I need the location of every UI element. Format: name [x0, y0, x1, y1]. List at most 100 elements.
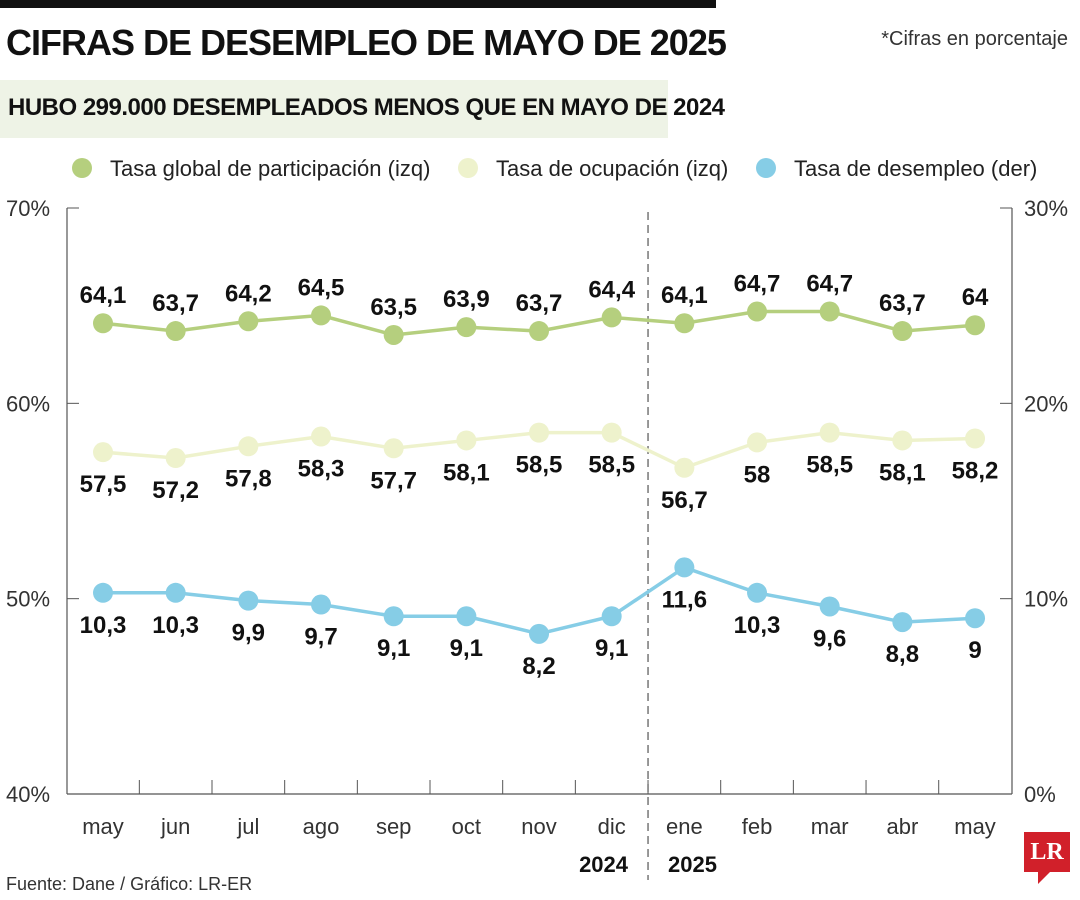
data-label: 58,2 — [952, 457, 999, 484]
x-tick-label: ene — [666, 814, 703, 839]
data-label: 8,2 — [522, 653, 555, 680]
data-label: 64,5 — [298, 274, 345, 301]
data-label: 9 — [968, 637, 981, 664]
legend-label: Tasa de desempleo (der) — [794, 156, 1037, 181]
units-note: *Cifras en porcentaje — [881, 28, 1068, 50]
data-label: 64,4 — [588, 276, 635, 303]
data-point — [965, 608, 986, 629]
data-point — [383, 438, 404, 459]
legend-marker — [458, 158, 478, 178]
x-tick-label: feb — [742, 814, 773, 839]
data-point — [93, 442, 113, 463]
data-label: 9,7 — [304, 624, 337, 651]
data-label: 58 — [744, 461, 771, 488]
left-tick-label: 70% — [6, 196, 50, 221]
data-label: 64,7 — [806, 271, 853, 298]
data-label: 10,3 — [152, 612, 199, 639]
data-label: 11,6 — [662, 586, 707, 613]
data-point — [456, 606, 477, 627]
data-point — [456, 430, 477, 451]
data-label: 64,7 — [734, 271, 781, 298]
data-point — [819, 301, 840, 322]
data-point — [674, 557, 695, 578]
x-tick-label: jun — [160, 814, 190, 839]
data-point — [529, 422, 550, 443]
data-point — [165, 582, 186, 603]
data-label: 63,5 — [370, 294, 417, 321]
subtitle-box — [0, 80, 668, 138]
data-label: 9,6 — [813, 625, 846, 652]
data-point — [383, 324, 404, 345]
data-label: 57,8 — [225, 465, 272, 492]
legend-marker — [756, 158, 776, 178]
data-point — [456, 317, 477, 338]
data-point — [747, 582, 768, 603]
data-label: 64,2 — [225, 280, 272, 307]
data-point — [892, 612, 913, 633]
data-label: 58,1 — [443, 459, 490, 486]
data-point — [674, 313, 695, 334]
data-point — [93, 313, 113, 334]
data-label: 58,1 — [879, 459, 926, 486]
data-label: 8,8 — [886, 641, 919, 668]
data-point — [93, 582, 113, 603]
data-label: 64,1 — [80, 282, 127, 309]
data-point — [529, 623, 550, 644]
data-label: 64,1 — [661, 282, 708, 309]
x-tick-label: oct — [452, 814, 481, 839]
right-tick-label: 30% — [1024, 196, 1068, 221]
data-label: 63,7 — [152, 290, 199, 317]
legend-marker — [72, 158, 92, 178]
data-label: 10,3 — [734, 612, 781, 639]
right-tick-label: 0% — [1024, 782, 1056, 807]
data-point — [965, 428, 986, 449]
x-tick-label: may — [954, 814, 996, 839]
lr-logo: LR — [1024, 832, 1070, 884]
data-point — [674, 457, 695, 478]
data-label: 63,9 — [443, 286, 490, 313]
right-tick-label: 10% — [1024, 587, 1068, 612]
data-point — [311, 594, 332, 615]
data-point — [311, 305, 332, 326]
data-label: 63,7 — [879, 290, 926, 317]
data-point — [601, 606, 622, 627]
data-point — [819, 422, 840, 443]
chart-title: CIFRAS DE DESEMPLEO DE MAYO DE 2025 — [6, 22, 727, 63]
x-tick-label: ago — [303, 814, 340, 839]
data-label: 10,3 — [80, 612, 127, 639]
data-label: 58,5 — [588, 452, 635, 479]
data-point — [238, 590, 259, 611]
left-tick-label: 60% — [6, 391, 50, 416]
x-tick-label: mar — [811, 814, 849, 839]
legend-label: Tasa de ocupación (izq) — [496, 156, 728, 181]
data-point — [601, 422, 622, 443]
data-label: 9,1 — [595, 635, 628, 662]
x-tick-label: sep — [376, 814, 411, 839]
data-point — [238, 436, 259, 457]
left-tick-label: 40% — [6, 782, 50, 807]
x-tick-label: may — [82, 814, 124, 839]
data-point — [747, 432, 768, 453]
top-bar — [0, 0, 716, 8]
data-point — [819, 596, 840, 617]
data-label: 57,7 — [370, 467, 417, 494]
data-label: 64 — [962, 284, 989, 311]
chart-subtitle: HUBO 299.000 DESEMPLEADOS MENOS QUE EN M… — [8, 94, 725, 121]
data-label: 9,1 — [377, 635, 410, 662]
source-text: Fuente: Dane / Gráfico: LR-ER — [6, 874, 253, 894]
left-tick-label: 50% — [6, 587, 50, 612]
data-label: 58,5 — [516, 452, 563, 479]
data-label: 58,5 — [806, 452, 853, 479]
data-point — [311, 426, 332, 447]
data-label: 56,7 — [661, 487, 708, 514]
x-tick-label: dic — [598, 814, 626, 839]
data-point — [892, 321, 913, 342]
right-tick-label: 20% — [1024, 391, 1068, 416]
data-point — [529, 321, 550, 342]
data-label: 9,9 — [232, 620, 265, 647]
data-label: 63,7 — [516, 290, 563, 317]
data-point — [747, 301, 768, 322]
x-tick-label: nov — [521, 814, 556, 839]
data-point — [165, 321, 186, 342]
